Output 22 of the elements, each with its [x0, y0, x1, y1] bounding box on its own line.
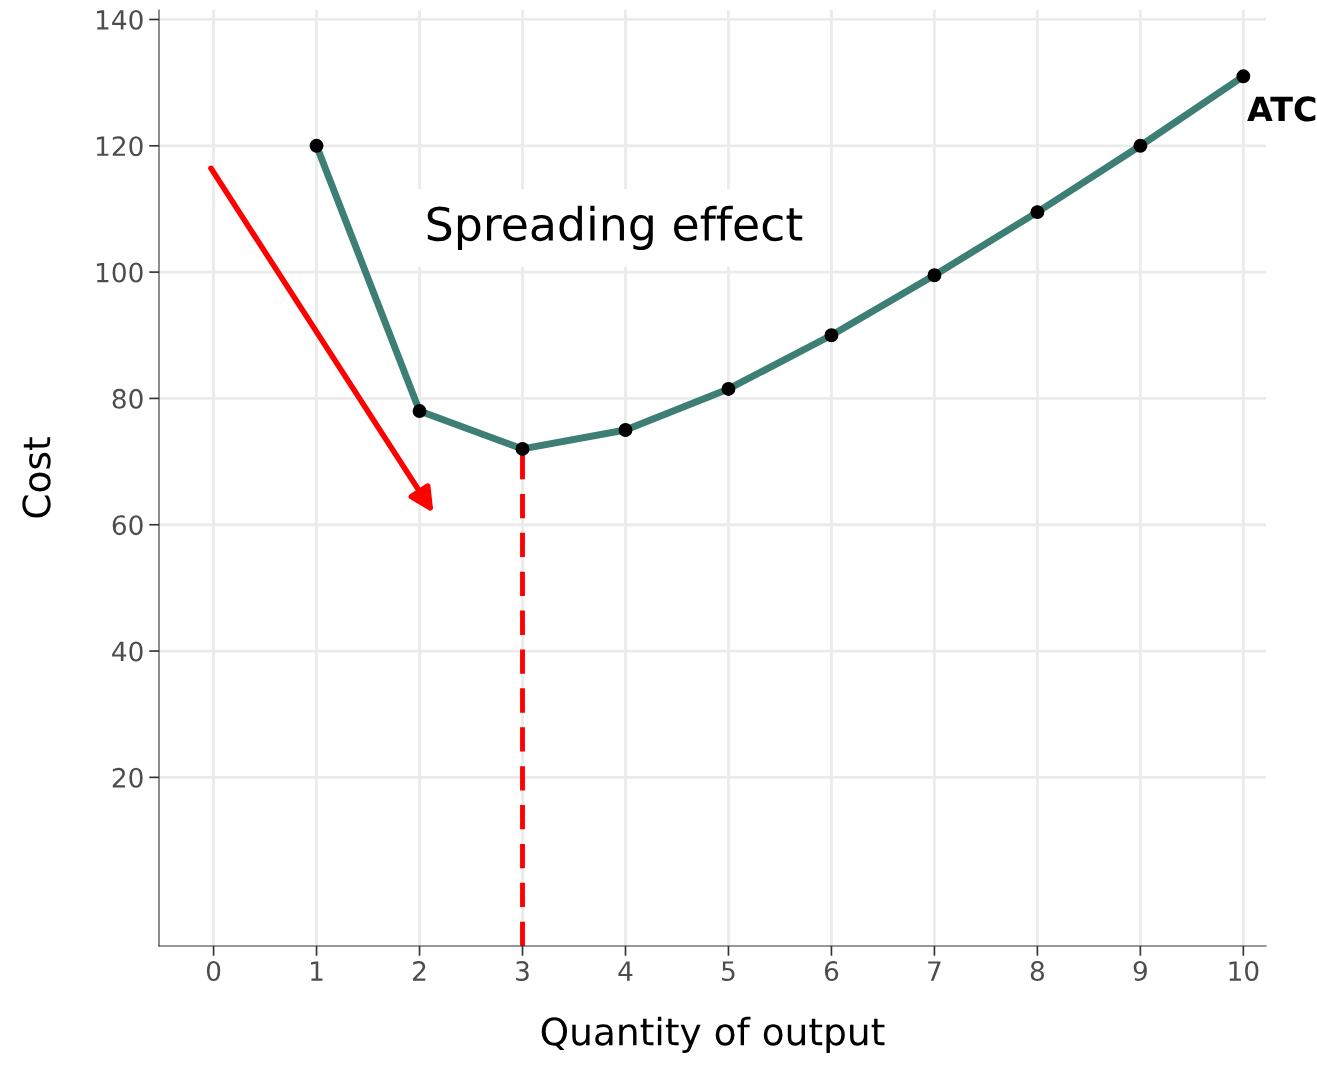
- y-tick-label: 60: [112, 515, 143, 536]
- x-tick-label: 1: [311, 961, 323, 981]
- x-tick-label: 3: [516, 961, 529, 982]
- x-tick-label: 10: [1229, 961, 1259, 982]
- y-tick-label: 20: [112, 767, 143, 788]
- x-axis-title: Quantity of output: [541, 1016, 885, 1053]
- annotation: Spreading effect: [427, 205, 803, 251]
- x-tick-label: 4: [618, 961, 633, 981]
- x-tick-label: 7: [928, 961, 941, 981]
- x-tick-label: 0: [206, 961, 221, 982]
- y-tick-label: 140: [96, 9, 143, 30]
- x-tick-label: 6: [824, 961, 839, 982]
- y-tick-label: 80: [112, 388, 143, 409]
- y-tick-label: 100: [96, 262, 143, 283]
- y-tick-label: 120: [96, 136, 143, 157]
- x-tick-label: 2: [413, 961, 426, 981]
- y-tick-label: 40: [112, 641, 143, 662]
- x-tick-label: 9: [1133, 961, 1147, 982]
- y-axis-title: Cost: [22, 437, 51, 518]
- x-tick-label: 5: [722, 961, 735, 982]
- series-label: ATC: [1247, 96, 1316, 122]
- x-tick-label: 8: [1030, 961, 1044, 982]
